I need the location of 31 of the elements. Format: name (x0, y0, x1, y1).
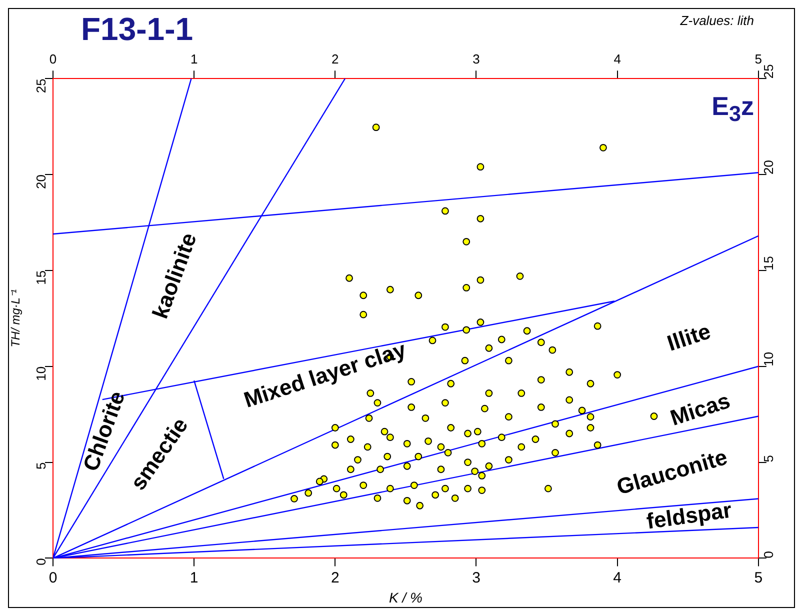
x-tick-label: 4 (613, 569, 622, 586)
y-tick-label: 0 (34, 558, 49, 566)
y-tick-label: 15 (34, 270, 49, 285)
x-tick-label: 1 (190, 569, 198, 586)
x-tick-label: 2 (330, 569, 340, 586)
y2-tick-label: 25 (760, 64, 776, 79)
y2-tick-label: 5 (760, 455, 776, 462)
y2-tick-label: 20 (760, 160, 776, 175)
x2-tick-label: 1 (190, 51, 198, 66)
x2-tick-label: 3 (472, 51, 480, 66)
x-tick-label: 3 (472, 569, 480, 586)
x-axis-title: K / % (388, 589, 422, 606)
y-axis-title: TH/ mg·L⁻¹ (8, 289, 23, 348)
x-tick-label: 5 (754, 569, 763, 586)
annotation: feldspar (644, 497, 734, 534)
annotation: Micas (667, 388, 734, 430)
y2-tick-label: 10 (760, 352, 776, 366)
x2-tick-label: 2 (332, 51, 339, 66)
y-tick-label: 10 (34, 366, 49, 381)
x2-tick-label: 5 (754, 51, 762, 66)
y-tick-label: 25 (34, 78, 49, 94)
chart-title: F13-1-1 (81, 11, 194, 48)
x2-tick-label: 4 (614, 51, 621, 66)
y-tick-label: 20 (34, 174, 49, 189)
y2-tick-label: 0 (760, 550, 776, 558)
annotation: E$_{3}$z (712, 91, 754, 128)
text: Z-values: lith (680, 13, 754, 28)
annotation: Illite (664, 318, 714, 356)
y2-tick-label: 15 (760, 256, 776, 270)
y-tick-label: 5 (34, 462, 49, 470)
annotation: Mixed layer clay (240, 336, 410, 413)
